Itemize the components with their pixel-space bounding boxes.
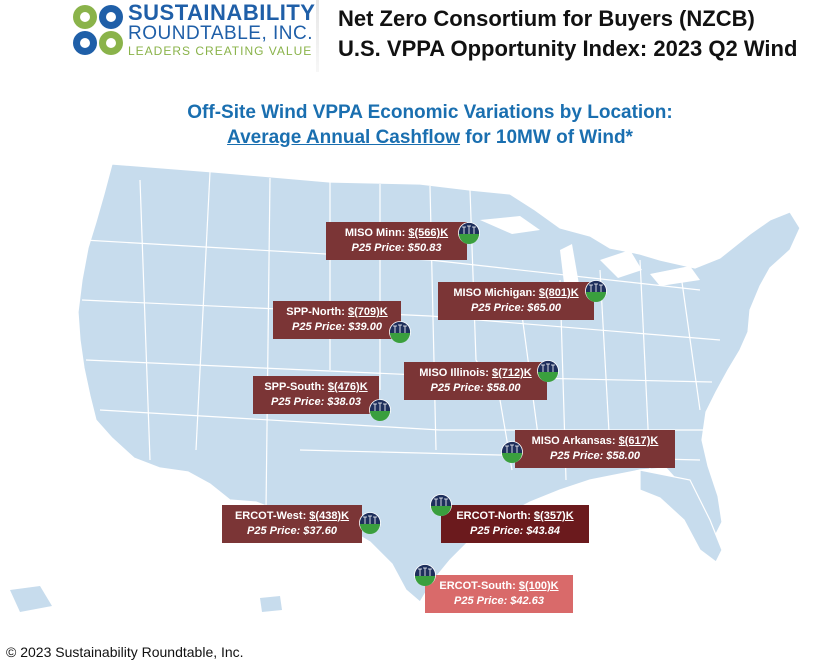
subtitle-line2-rest: for 10MW of Wind* [460, 127, 633, 148]
map-subtitle: Off-Site Wind VPPA Economic Variations b… [0, 100, 835, 150]
subtitle-link[interactable]: Average Annual Cashflow [227, 127, 461, 148]
wind-turbine-icon [537, 360, 559, 382]
label-price: P25 Price: $43.84 [470, 525, 560, 537]
label-cashflow[interactable]: $(357)K [533, 510, 574, 522]
wind-turbine-icon [359, 512, 381, 534]
label-miso-arkansas: MISO Arkansas: $(617)K P25 Price: $58.00 [515, 430, 675, 468]
label-cashflow[interactable]: $(712)K [491, 367, 532, 379]
label-cashflow[interactable]: $(801)K [538, 287, 579, 299]
wind-turbine-icon [501, 441, 523, 463]
label-cashflow[interactable]: $(100)K [518, 580, 559, 592]
southwest-island [10, 586, 52, 612]
wind-turbine-icon [430, 494, 452, 516]
label-name: ERCOT-North: [456, 510, 534, 522]
logo-line1: SUSTAINABILITY [128, 0, 316, 25]
label-name: MISO Illinois: [419, 367, 492, 379]
label-cashflow[interactable]: $(476)K [327, 381, 368, 393]
channel-islands [260, 596, 282, 612]
copyright-footer: © 2023 Sustainability Roundtable, Inc. [6, 644, 244, 660]
label-name: ERCOT-West: [234, 510, 310, 522]
sustainability-roundtable-logo: SUSTAINABILITY ROUNDTABLE, INC. LEADERS … [70, 2, 315, 60]
label-name: MISO Michigan: [453, 287, 539, 299]
label-ercot-south: ERCOT-South: $(100)K P25 Price: $42.63 [425, 575, 573, 613]
wind-turbine-icon [585, 280, 607, 302]
label-name: SPP-South: [264, 381, 328, 393]
header-divider [316, 0, 319, 72]
label-cashflow[interactable]: $(709)K [347, 306, 388, 318]
label-cashflow[interactable]: $(617)K [618, 435, 659, 447]
page-title-line1: Net Zero Consortium for Buyers (NZCB) [338, 6, 755, 31]
label-miso-minn: MISO Minn: $(566)K P25 Price: $50.83 [326, 222, 467, 260]
label-price: P25 Price: $38.03 [271, 396, 361, 408]
page-title-line2: U.S. VPPA Opportunity Index: 2023 Q2 Win… [338, 36, 798, 61]
label-price: P25 Price: $58.00 [550, 450, 640, 462]
label-price: P25 Price: $39.00 [292, 321, 382, 333]
logo-tagline: LEADERS CREATING VALUE [128, 44, 313, 58]
label-name: MISO Arkansas: [531, 435, 619, 447]
florida-shape [639, 469, 723, 563]
label-spp-north: SPP-North: $(709)K P25 Price: $39.00 [273, 301, 401, 339]
label-price: P25 Price: $42.63 [454, 595, 544, 607]
label-price: P25 Price: $58.00 [430, 382, 521, 394]
label-name: SPP-North: [286, 306, 348, 318]
label-ercot-north: ERCOT-North: $(357)K P25 Price: $43.84 [441, 505, 589, 543]
label-name: ERCOT-South: [439, 580, 519, 592]
label-ercot-west: ERCOT-West: $(438)K P25 Price: $37.60 [222, 505, 362, 543]
wind-turbine-icon [414, 564, 436, 586]
label-cashflow[interactable]: $(438)K [309, 510, 350, 522]
label-price: P25 Price: $50.83 [351, 242, 442, 254]
wind-turbine-icon [389, 321, 411, 343]
label-spp-south: SPP-South: $(476)K P25 Price: $38.03 [253, 376, 379, 414]
subtitle-line1: Off-Site Wind VPPA Economic Variations b… [187, 102, 673, 123]
label-price: P25 Price: $37.60 [247, 525, 337, 537]
label-miso-michigan: MISO Michigan: $(801)K P25 Price: $65.00 [438, 282, 594, 320]
header: SUSTAINABILITY ROUNDTABLE, INC. LEADERS … [0, 0, 835, 72]
logo-line2: ROUNDTABLE, INC. [128, 23, 314, 44]
label-miso-illinois: MISO Illinois: $(712)K P25 Price: $58.00 [404, 362, 547, 400]
label-price: P25 Price: $65.00 [471, 302, 561, 314]
leaf-quad-icon [73, 5, 123, 55]
wind-turbine-icon [458, 222, 480, 244]
subtitle-line2: Average Annual Cashflow for 10MW of Wind… [0, 125, 835, 150]
wind-turbine-icon [369, 399, 391, 421]
label-name: MISO Minn: [344, 227, 409, 239]
label-cashflow[interactable]: $(566)K [408, 227, 449, 239]
